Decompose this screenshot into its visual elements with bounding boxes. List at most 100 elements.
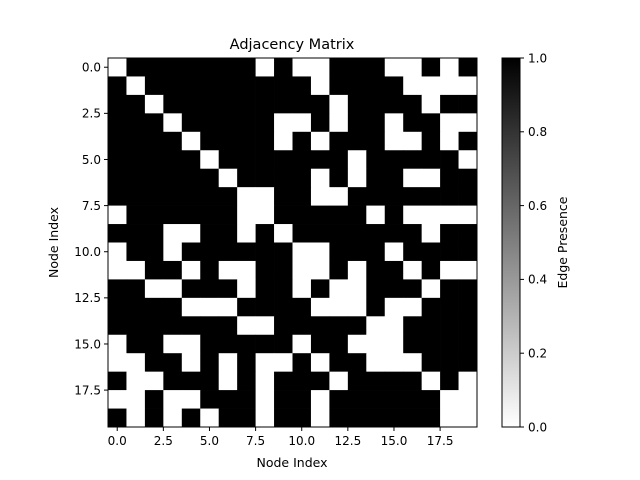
- heatmap-cell: [144, 76, 164, 96]
- heatmap-cell: [108, 205, 127, 225]
- heatmap-cell: [163, 113, 183, 133]
- heatmap-cell: [181, 58, 201, 77]
- heatmap-cell: [218, 113, 238, 133]
- heatmap-cell: [126, 260, 146, 280]
- heatmap-cell: [218, 408, 238, 428]
- heatmap-cell: [292, 224, 312, 243]
- heatmap-cell: [181, 390, 201, 409]
- heatmap-cell: [237, 279, 256, 299]
- heatmap-cell: [181, 94, 201, 114]
- heatmap-cell: [237, 131, 256, 151]
- heatmap-cell: [366, 371, 386, 391]
- heatmap-cell: [347, 353, 367, 372]
- heatmap-cell: [329, 187, 349, 206]
- heatmap-cell: [144, 58, 164, 77]
- heatmap-cell: [255, 168, 275, 188]
- heatmap-cell: [329, 297, 349, 317]
- heatmap-cell: [366, 187, 386, 206]
- heatmap-cell: [440, 76, 459, 96]
- heatmap-cell: [218, 131, 238, 151]
- heatmap-cell: [403, 113, 422, 133]
- heatmap-cell: [108, 168, 127, 188]
- heatmap-cell: [126, 58, 146, 77]
- heatmap-cell: [310, 390, 330, 409]
- heatmap-cell: [237, 334, 256, 354]
- heatmap-cell: [144, 94, 164, 114]
- heatmap-cell: [384, 224, 404, 243]
- heatmap-cell: [108, 242, 127, 262]
- heatmap-cell: [255, 279, 275, 299]
- heatmap-cell: [218, 334, 238, 354]
- heatmap-cell: [329, 94, 349, 114]
- heatmap-cell: [384, 187, 404, 206]
- heatmap-cell: [384, 316, 404, 336]
- heatmap-cell: [403, 187, 422, 206]
- heatmap-cell: [421, 408, 441, 428]
- heatmap-cell: [181, 260, 201, 280]
- heatmap-cell: [440, 113, 459, 133]
- heatmap-cell: [329, 316, 349, 336]
- heatmap-cell: [310, 371, 330, 391]
- heatmap-cell: [310, 260, 330, 280]
- heatmap-cell: [440, 390, 459, 409]
- heatmap-cell: [440, 224, 459, 243]
- colorbar-tick-label: 0.4: [528, 273, 547, 287]
- heatmap-cell: [144, 353, 164, 372]
- heatmap-cell: [163, 131, 183, 151]
- heatmap-cell: [126, 113, 146, 133]
- colorbar-tick-label: 0.0: [528, 420, 547, 434]
- heatmap-cell: [366, 113, 386, 133]
- heatmap-cell: [237, 353, 256, 372]
- heatmap-cell: [274, 94, 293, 114]
- heatmap-cell: [366, 224, 386, 243]
- heatmap-cell: [108, 224, 127, 243]
- heatmap-cell: [126, 94, 146, 114]
- heatmap-cell: [108, 408, 127, 428]
- heatmap-cell: [181, 150, 201, 170]
- heatmap-cell: [200, 113, 220, 133]
- heatmap-cell: [218, 76, 238, 96]
- heatmap-cell: [274, 390, 293, 409]
- heatmap-cell: [144, 113, 164, 133]
- x-tick-label: 17.5: [427, 434, 454, 448]
- heatmap-cell: [218, 224, 238, 243]
- heatmap-cell: [255, 371, 275, 391]
- heatmap-cell: [458, 260, 478, 280]
- heatmap-cell: [163, 224, 183, 243]
- x-tick-label: 0.0: [108, 434, 127, 448]
- heatmap-cell: [310, 94, 330, 114]
- heatmap-cell: [200, 150, 220, 170]
- heatmap-cell: [274, 371, 293, 391]
- heatmap-cell: [292, 316, 312, 336]
- heatmap-cell: [255, 76, 275, 96]
- x-tick-label: 7.5: [246, 434, 265, 448]
- heatmap-cell: [237, 150, 256, 170]
- heatmap-cell: [200, 371, 220, 391]
- heatmap-cell: [163, 260, 183, 280]
- heatmap-cell: [274, 316, 293, 336]
- heatmap-cell: [347, 334, 367, 354]
- heatmap-cell: [255, 408, 275, 428]
- heatmap-cell: [347, 94, 367, 114]
- heatmap-cell: [144, 168, 164, 188]
- heatmap-cell: [218, 260, 238, 280]
- heatmap-cell: [403, 408, 422, 428]
- heatmap-cell: [347, 242, 367, 262]
- heatmap-cell: [163, 334, 183, 354]
- heatmap-cell: [329, 279, 349, 299]
- heatmap-cell: [108, 316, 127, 336]
- heatmap-cell: [274, 150, 293, 170]
- heatmap-cell: [108, 390, 127, 409]
- heatmap-cell: [218, 316, 238, 336]
- heatmap-cell: [218, 279, 238, 299]
- heatmap-cell: [366, 168, 386, 188]
- heatmap-cell: [144, 408, 164, 428]
- heatmap-cell: [421, 316, 441, 336]
- colorbar: [501, 57, 521, 428]
- heatmap-cell: [126, 168, 146, 188]
- heatmap-cell: [366, 131, 386, 151]
- heatmap-cell: [108, 279, 127, 299]
- heatmap-cell: [292, 408, 312, 428]
- heatmap-cell: [126, 131, 146, 151]
- heatmap-cell: [458, 242, 478, 262]
